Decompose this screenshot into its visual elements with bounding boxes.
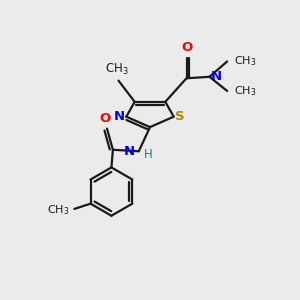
Text: CH$_3$: CH$_3$	[234, 55, 256, 68]
Text: S: S	[176, 110, 185, 123]
Text: N: N	[211, 70, 222, 83]
Text: CH$_3$: CH$_3$	[105, 62, 129, 77]
Text: N: N	[124, 145, 135, 158]
Text: N: N	[114, 110, 125, 123]
Text: CH$_3$: CH$_3$	[46, 203, 69, 217]
Text: H: H	[144, 148, 153, 161]
Text: CH$_3$: CH$_3$	[234, 84, 256, 98]
Text: O: O	[99, 112, 110, 125]
Text: O: O	[181, 40, 192, 53]
